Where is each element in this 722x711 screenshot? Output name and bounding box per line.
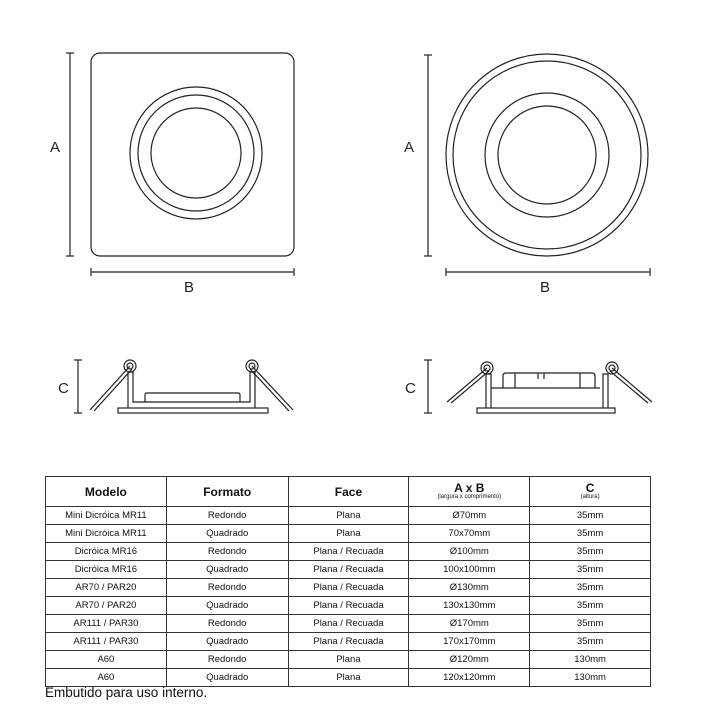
table-row: A60 Redondo Plana Ø120mm 130mm (45, 650, 651, 669)
cell-formato: Quadrado (165, 596, 289, 615)
cell-c: 35mm (529, 560, 651, 579)
cell-formato: Quadrado (165, 668, 289, 687)
cell-modelo: AR111 / PAR30 (45, 614, 167, 633)
table-row: A60 Quadrado Plana 120x120mm 130mm (45, 668, 651, 687)
cell-a-x-b: 70x70mm (408, 524, 531, 543)
cell-formato: Redondo (165, 506, 289, 525)
specification-table: Modelo Formato Face A x B (largura x comp… (45, 476, 651, 687)
round-fixture-top-view (424, 53, 651, 276)
square-dimension-b-label: B (184, 279, 195, 296)
cell-a-x-b: Ø120mm (408, 650, 531, 669)
cell-a-x-b: Ø70mm (408, 506, 531, 525)
cell-c: 35mm (529, 578, 651, 597)
cell-formato: Redondo (165, 614, 289, 633)
cell-face: Plana / Recuada (287, 632, 410, 651)
table-row: AR70 / PAR20 Quadrado Plana / Recuada 13… (45, 596, 651, 615)
cell-formato: Quadrado (165, 560, 289, 579)
cell-formato: Redondo (165, 650, 289, 669)
cell-face: Plana / Recuada (287, 578, 410, 597)
cell-face: Plana (287, 506, 410, 525)
cell-c: 35mm (529, 632, 651, 651)
table-row: AR111 / PAR30 Redondo Plana / Recuada Ø1… (45, 614, 651, 633)
table-row: Dicróica MR16 Redondo Plana / Recuada Ø1… (45, 542, 651, 561)
square-dimension-a-label: A (50, 139, 61, 156)
cell-face: Plana (287, 524, 410, 543)
cell-face: Plana / Recuada (287, 596, 410, 615)
header-modelo: Modelo (45, 476, 167, 507)
table-row: Mini Dicróica MR11 Redondo Plana Ø70mm 3… (45, 506, 651, 525)
cell-formato: Quadrado (165, 632, 289, 651)
cell-c: 130mm (529, 650, 651, 669)
footnote: Embutido para uso interno. (45, 685, 208, 700)
cell-modelo: AR70 / PAR20 (45, 596, 167, 615)
header-face: Face (287, 476, 410, 507)
cell-face: Plana (287, 668, 410, 687)
cell-c: 35mm (529, 524, 651, 543)
table-row: Dicróica MR16 Quadrado Plana / Recuada 1… (45, 560, 651, 579)
round-dimension-b-label: B (540, 279, 551, 296)
cell-c: 35mm (529, 596, 651, 615)
cell-modelo: AR70 / PAR20 (45, 578, 167, 597)
cell-c: 35mm (529, 506, 651, 525)
cell-formato: Quadrado (165, 524, 289, 543)
cell-formato: Redondo (165, 578, 289, 597)
cell-modelo: Mini Dicróica MR11 (45, 506, 167, 525)
cell-a-x-b: 100x100mm (408, 560, 531, 579)
cell-a-x-b: 170x170mm (408, 632, 531, 651)
cell-c: 130mm (529, 668, 651, 687)
cell-face: Plana / Recuada (287, 560, 410, 579)
cell-modelo: A60 (45, 650, 167, 669)
recessed-fixture-profile (424, 359, 653, 414)
cell-face: Plana / Recuada (287, 614, 410, 633)
cell-c: 35mm (529, 542, 651, 561)
cell-a-x-b: 120x120mm (408, 668, 531, 687)
technical-drawings (66, 52, 653, 414)
recessed-profile-dimension-c-label: C (405, 380, 416, 397)
cell-c: 35mm (529, 614, 651, 633)
round-dimension-a-label: A (404, 139, 415, 156)
header-a-x-b: A x B (largura x comprimento) (408, 476, 531, 507)
cell-modelo: Dicróica MR16 (45, 542, 167, 561)
cell-modelo: A60 (45, 668, 167, 687)
flat-fixture-profile (74, 359, 294, 414)
cell-modelo: Mini Dicróica MR11 (45, 524, 167, 543)
cell-modelo: AR111 / PAR30 (45, 632, 167, 651)
cell-formato: Redondo (165, 542, 289, 561)
table-row: AR70 / PAR20 Redondo Plana / Recuada Ø13… (45, 578, 651, 597)
header-c: C (altura) (529, 476, 651, 507)
cell-a-x-b: Ø100mm (408, 542, 531, 561)
cell-a-x-b: Ø170mm (408, 614, 531, 633)
flat-profile-dimension-c-label: C (58, 380, 69, 397)
cell-a-x-b: 130x130mm (408, 596, 531, 615)
table-row: AR111 / PAR30 Quadrado Plana / Recuada 1… (45, 632, 651, 651)
cell-face: Plana / Recuada (287, 542, 410, 561)
table-row: Mini Dicróica MR11 Quadrado Plana 70x70m… (45, 524, 651, 543)
table-header-row: Modelo Formato Face A x B (largura x comp… (45, 476, 651, 507)
square-fixture-top-view (66, 52, 295, 276)
cell-modelo: Dicróica MR16 (45, 560, 167, 579)
cell-face: Plana (287, 650, 410, 669)
cell-a-x-b: Ø130mm (408, 578, 531, 597)
header-formato: Formato (165, 476, 289, 507)
